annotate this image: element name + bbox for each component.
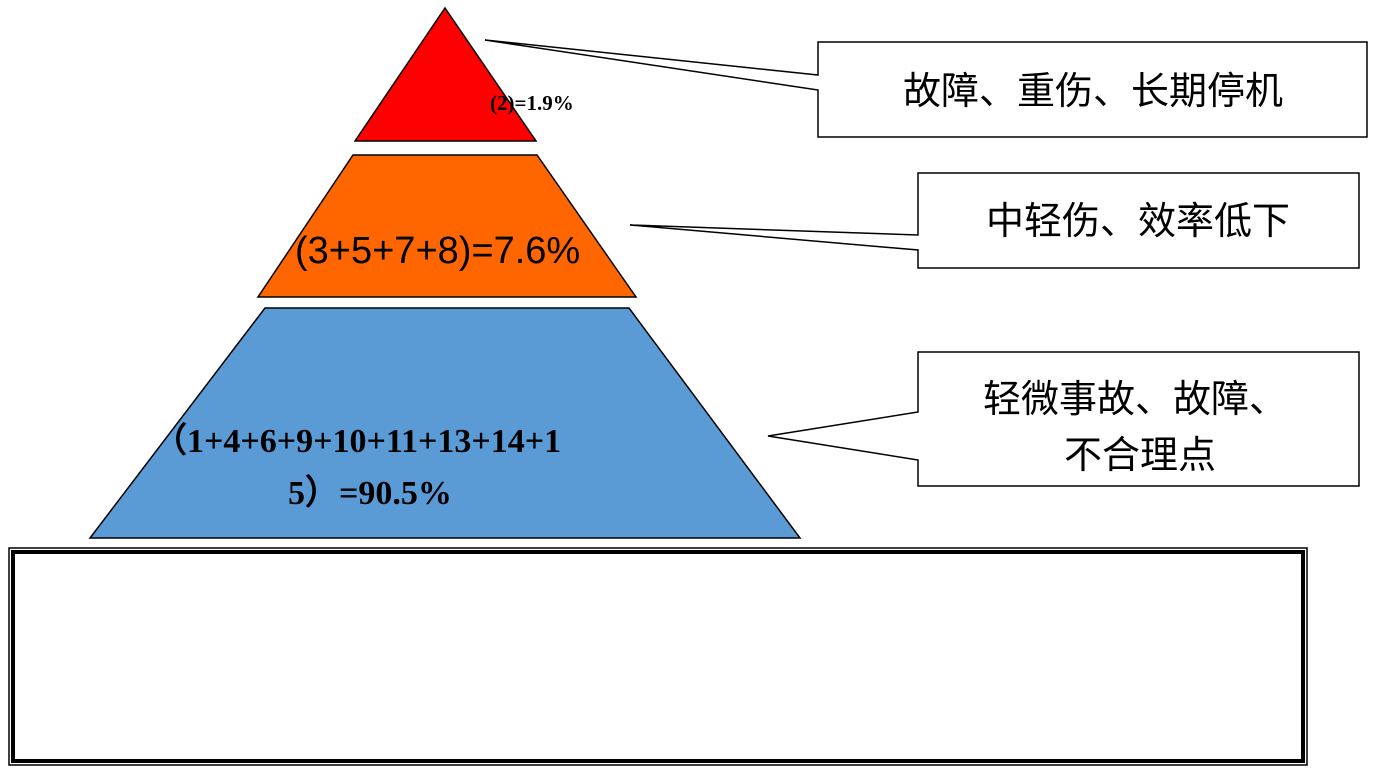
bottom-empty-box-inner	[11, 550, 1305, 763]
callout-middle-text: 中轻伤、效率低下	[986, 199, 1290, 243]
pyramid-level-middle-label: (3+5+7+8)=7.6%	[295, 230, 580, 272]
callout-bottom-text-line-2: 不合理点	[1064, 433, 1216, 477]
callout-middle-box	[629, 172, 1360, 269]
pyramid-level-top	[353, 6, 538, 142]
callout-bottom-text-line-1: 轻微事故、故障、	[983, 377, 1287, 421]
pyramid-level-bottom-label-line-1: （1+4+6+9+10+11+13+14+1	[153, 421, 561, 460]
callout-bottom-box	[767, 351, 1360, 487]
pyramid-level-bottom	[88, 307, 802, 539]
pyramid-level-middle	[256, 154, 638, 298]
pyramid-level-bottom-label-line-2: 5）=90.5%	[288, 473, 452, 512]
callout-top-text: 故障、重伤、长期停机	[903, 69, 1283, 113]
callout-top-box	[484, 39, 1368, 138]
pyramid-level-top-label: (2)=1.9%	[490, 91, 574, 115]
bottom-empty-box-outer	[8, 547, 1308, 766]
